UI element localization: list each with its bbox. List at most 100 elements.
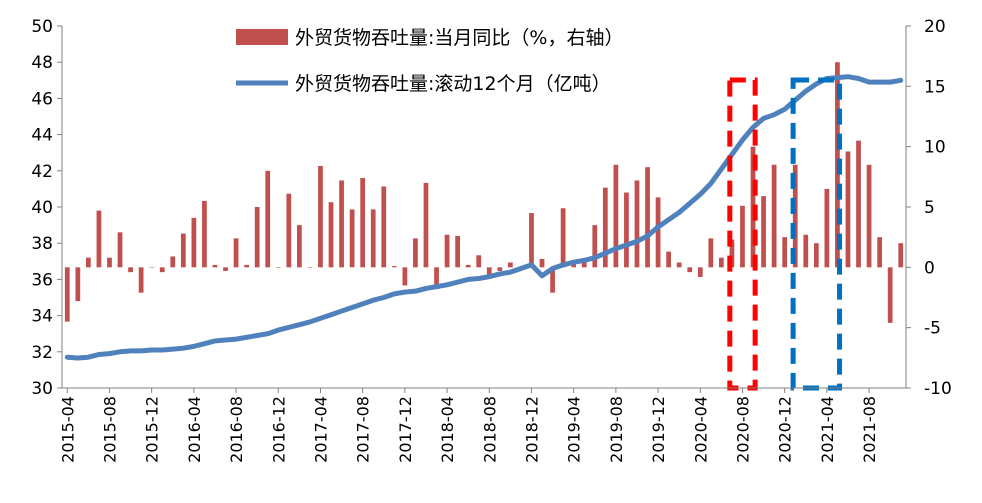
bar: [687, 267, 693, 273]
bar: [391, 266, 397, 268]
bar: [381, 186, 387, 268]
bar: [803, 234, 809, 268]
x-tick-label: 2021-08: [860, 396, 879, 463]
x-tick-label: 2019-04: [565, 396, 584, 463]
bar: [328, 202, 334, 268]
left-axis-ticks: 30 32 34 36 38 40 42 44 46 48 50: [31, 17, 62, 399]
bar: [423, 182, 429, 268]
right-tick-label: 15: [924, 77, 946, 97]
bar: [708, 238, 714, 268]
bar: [740, 205, 745, 268]
x-tick-label: 2020-04: [691, 396, 710, 463]
x-tick-label: 2015-08: [100, 396, 119, 463]
bar: [729, 239, 735, 268]
x-tick-label: 2015-12: [143, 396, 162, 463]
bar: [64, 267, 70, 322]
bar: [761, 196, 766, 268]
bar: [824, 188, 830, 268]
x-tick-label: 2019-12: [649, 396, 668, 463]
bar: [233, 238, 239, 268]
x-tick-label: 2018-12: [522, 396, 541, 463]
bar: [697, 267, 703, 277]
bar: [624, 192, 629, 268]
x-tick-label: 2017-04: [311, 396, 330, 463]
x-tick-label: 2017-08: [354, 396, 373, 463]
bar: [307, 267, 313, 268]
bar: [792, 164, 798, 268]
left-tick-label: 38: [31, 234, 53, 254]
left-tick-label: 48: [31, 53, 53, 73]
axes: [61, 26, 907, 389]
bar: [434, 267, 439, 290]
bar: [476, 255, 482, 268]
bar: [613, 164, 619, 268]
right-axis-ticks: -10 -5 0 5 10 15 20: [906, 17, 952, 399]
bar: [159, 267, 165, 273]
bar: [676, 262, 682, 268]
right-tick-label: 20: [924, 17, 946, 37]
bar: [813, 243, 819, 268]
bar: [508, 262, 513, 268]
bar: [149, 267, 155, 268]
bar: [128, 267, 133, 273]
bar: [86, 257, 91, 268]
bar: [297, 225, 302, 268]
x-tick-label: 2019-08: [607, 396, 626, 463]
bar: [529, 213, 534, 268]
bar: [254, 207, 260, 268]
bar: [202, 200, 207, 268]
bars-group: [64, 62, 904, 323]
x-tick-label: 2016-08: [227, 396, 246, 463]
bar: [592, 225, 598, 268]
bar: [771, 164, 777, 268]
legend-line-label: 外贸货物吞吐量:滚动12个月（亿吨）: [295, 73, 611, 95]
bar: [645, 167, 650, 268]
bar: [602, 187, 608, 268]
bar: [655, 197, 661, 268]
bar: [856, 140, 861, 268]
left-tick-label: 34: [31, 307, 53, 327]
bar: [212, 264, 218, 268]
left-tick-label: 50: [31, 17, 53, 37]
bar: [581, 260, 587, 268]
bar: [413, 238, 418, 268]
x-tick-label: 2020-12: [776, 396, 795, 463]
blue-highlight-box: [790, 77, 843, 391]
x-tick-label: 2016-04: [185, 396, 204, 463]
bar: [244, 264, 249, 268]
bar: [107, 257, 112, 268]
bar: [117, 232, 123, 268]
x-axis-ticks: 2015-04 2015-08 2015-12 2016-04 2016-08 2016-…: [58, 388, 879, 463]
right-tick-label: -5: [924, 319, 941, 339]
left-tick-label: 40: [31, 198, 53, 218]
legend: 外贸货物吞吐量:当月同比（%，右轴） 外贸货物吞吐量:滚动12个月（亿吨）: [236, 27, 623, 95]
bar: [560, 208, 566, 268]
highlight-boxes: [727, 77, 843, 391]
left-tick-label: 30: [31, 379, 53, 399]
bar: [550, 267, 555, 293]
bar: [486, 267, 492, 279]
bar: [360, 178, 366, 268]
bar: [845, 151, 851, 268]
rolling-12m-line: [64, 74, 904, 361]
bar: [318, 165, 323, 268]
legend-bar-swatch: [236, 29, 288, 45]
x-tick-label: 2018-04: [438, 396, 457, 463]
bar: [275, 267, 281, 268]
bar: [286, 193, 292, 268]
bar: [719, 257, 724, 268]
right-tick-label: 10: [924, 138, 946, 158]
bar: [877, 237, 882, 268]
bar: [265, 170, 271, 268]
left-tick-label: 44: [31, 126, 53, 146]
left-tick-label: 32: [31, 343, 53, 363]
legend-bar-label: 外贸货物吞吐量:当月同比（%，右轴）: [295, 27, 623, 49]
bar: [370, 209, 376, 268]
bar: [539, 258, 545, 268]
left-tick-label: 42: [31, 162, 53, 182]
bar: [170, 256, 176, 268]
x-tick-label: 2020-08: [733, 396, 752, 463]
x-tick-label: 2018-08: [480, 396, 499, 463]
bar: [898, 243, 904, 268]
